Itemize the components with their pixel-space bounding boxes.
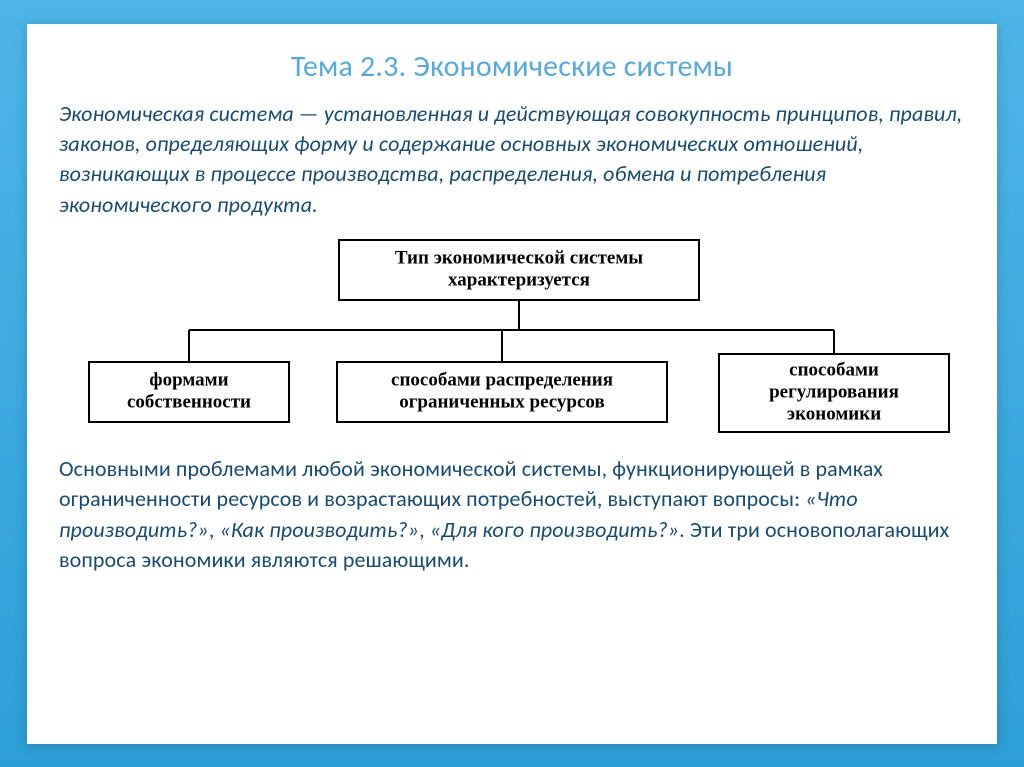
- svg-text:ограниченных ресурсов: ограниченных ресурсов: [399, 391, 604, 412]
- slide-title: Тема 2.3. Экономические системы: [59, 48, 965, 85]
- svg-text:формами: формами: [149, 369, 228, 390]
- svg-text:способами распределения: способами распределения: [391, 369, 613, 390]
- svg-text:экономики: экономики: [787, 403, 881, 424]
- svg-text:регулирования: регулирования: [769, 381, 899, 402]
- svg-text:Тип экономической системы: Тип экономической системы: [395, 247, 643, 268]
- tree-diagram: Тип экономической системыхарактеризуется…: [59, 232, 965, 440]
- slide: Тема 2.3. Экономические системы Экономич…: [27, 24, 997, 744]
- question-2: «Как производить?»: [219, 516, 419, 543]
- sep-1: ,: [209, 516, 220, 543]
- p2-text-1: Основными проблемами любой экономической…: [59, 455, 883, 512]
- svg-text:способами: способами: [789, 359, 879, 380]
- question-3: «Для кого производить?»: [430, 516, 679, 543]
- svg-text:характеризуется: характеризуется: [448, 269, 590, 290]
- definition-paragraph: Экономическая система — установленная и …: [59, 99, 965, 220]
- problems-paragraph: Основными проблемами любой экономической…: [59, 454, 965, 575]
- sep-2: ,: [419, 516, 430, 543]
- diagram-container: Тип экономической системыхарактеризуется…: [59, 232, 965, 440]
- svg-text:собственности: собственности: [127, 391, 251, 412]
